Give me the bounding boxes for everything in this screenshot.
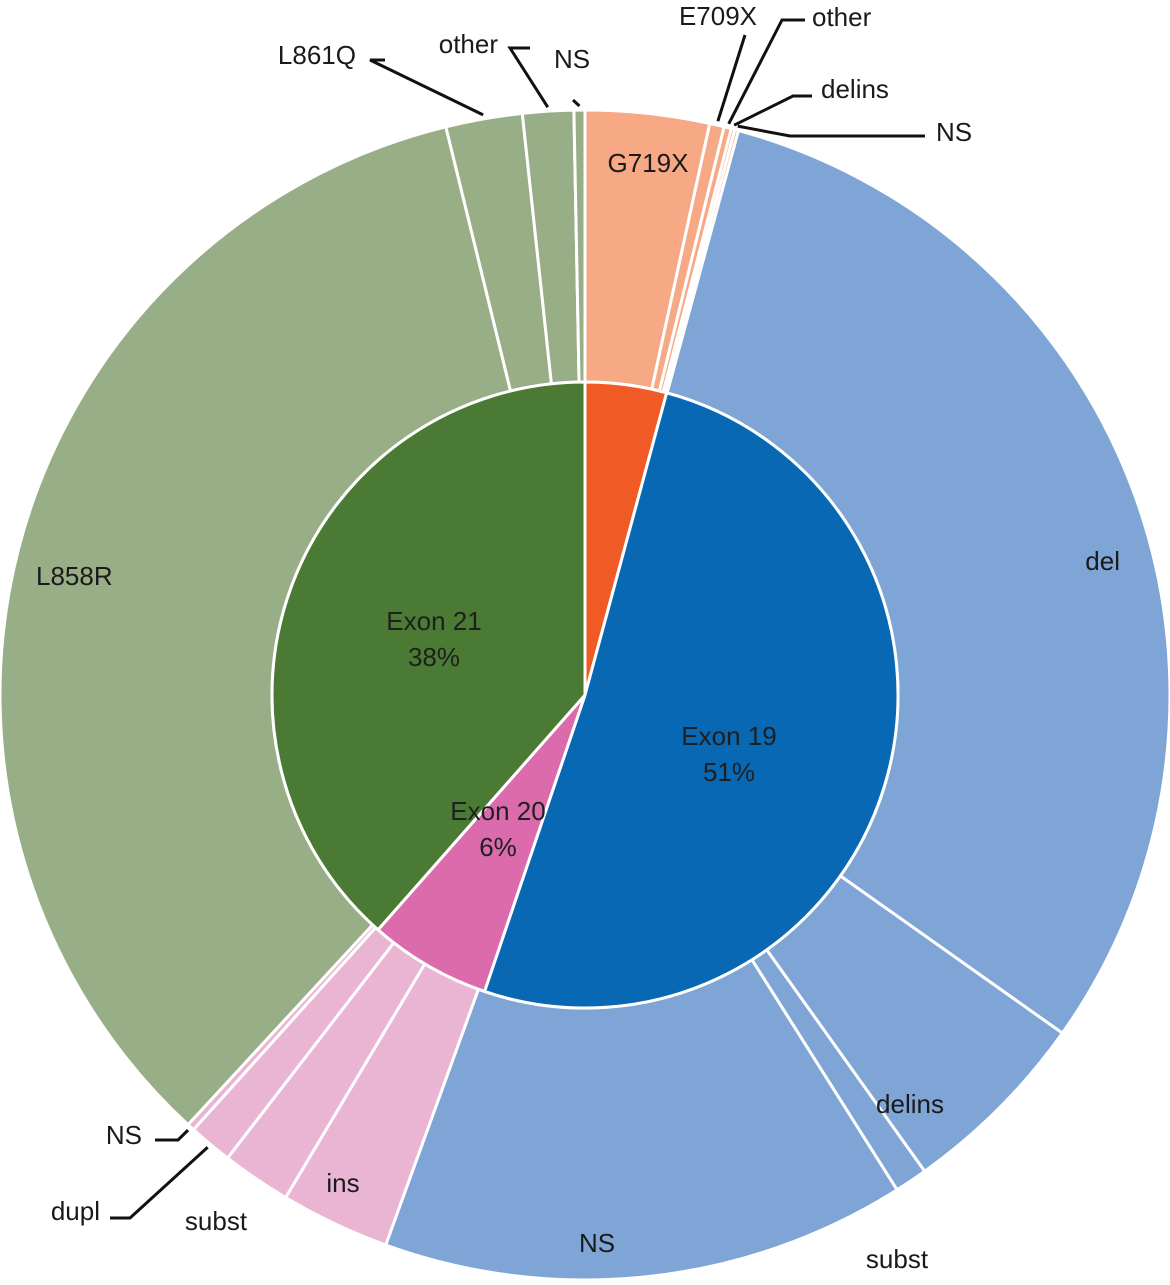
outer-label-exon18-delins: delins [821, 74, 889, 104]
leader-exon21-ns [571, 98, 581, 108]
outer-label-dupl: dupl [51, 1196, 100, 1226]
outer-label-exon18-ns: NS [936, 117, 972, 147]
inner-label-exon20: Exon 20 [450, 796, 545, 826]
outer-label-exon19-delins: delins [876, 1089, 944, 1119]
outer-label-l858r: L858R [36, 561, 113, 591]
leader-lines [110, 18, 925, 1220]
leader-exon18-delins [733, 94, 812, 127]
outer-label-exon18-other: other [812, 2, 872, 32]
inner-percent-exon20: 6% [479, 832, 517, 862]
leader-dupl [110, 1146, 209, 1220]
outer-label-ins: ins [326, 1168, 359, 1198]
leader-l861q [369, 58, 484, 117]
outer-label-g719x: G719X [608, 148, 689, 178]
inner-slice-exon21 [270, 380, 587, 932]
leader-exon21-other [507, 46, 550, 108]
leader-e709x [716, 34, 747, 122]
outer-label-e709x: E709X [679, 1, 757, 31]
inner-ring [270, 380, 900, 1010]
inner-label-exon19: Exon 19 [681, 721, 776, 751]
outer-label-exon19-ns: NS [579, 1228, 615, 1258]
outer-label-exon19-subst: subst [866, 1244, 929, 1274]
inner-slice-exon20 [376, 693, 587, 993]
inner-percent-exon19: 51% [703, 757, 755, 787]
outer-label-del: del [1085, 546, 1120, 576]
outer-label-exon21-other: other [439, 29, 499, 59]
inner-slice-exon19 [483, 391, 900, 1010]
leader-exon18-other [727, 18, 805, 125]
leader-exon20-ns [155, 1129, 190, 1142]
outer-label-exon21-ns: NS [554, 44, 590, 74]
segment-labels: Exon 21 38% Exon 19 51% Exon 20 6% L858R… [36, 1, 1120, 1274]
outer-label-l861q: L861Q [278, 40, 356, 70]
inner-percent-exon21: 38% [408, 642, 460, 672]
outer-label-exon20-subst: subst [185, 1206, 248, 1236]
inner-label-exon21: Exon 21 [386, 606, 481, 636]
outer-label-exon20-ns: NS [106, 1120, 142, 1150]
leader-exon18-ns [737, 124, 925, 138]
